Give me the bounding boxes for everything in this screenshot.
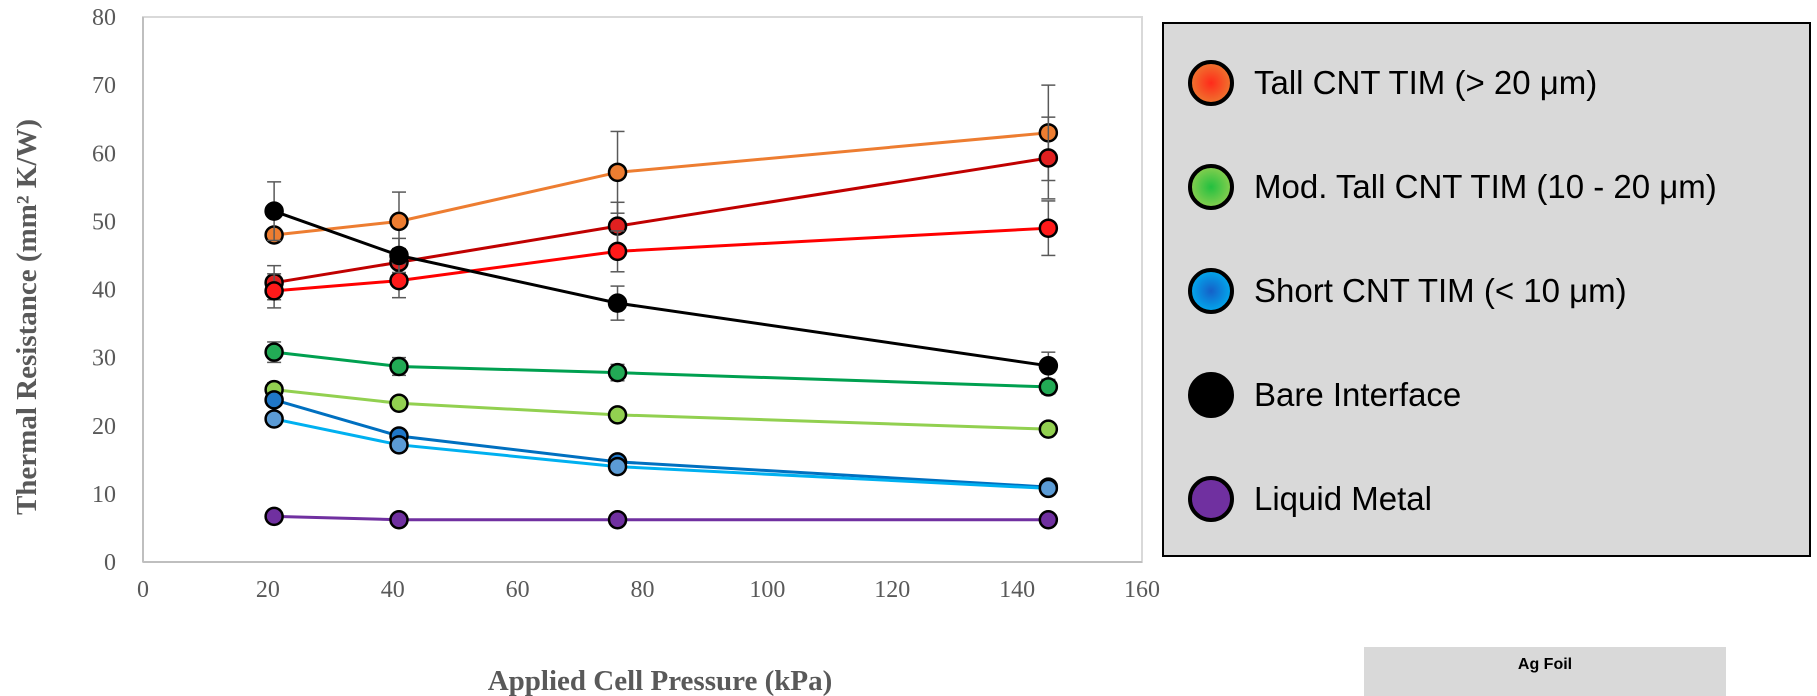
y-tick-label: 50 (92, 209, 116, 235)
ag-foil-label: Ag Foil (1517, 656, 1573, 673)
data-point (607, 162, 628, 183)
data-point (1038, 356, 1059, 376)
x-tick-label: 120 (874, 577, 910, 603)
series-2 (264, 200, 1059, 309)
purple-circle-icon (1188, 476, 1234, 522)
data-point (607, 405, 628, 425)
data-point (389, 245, 409, 266)
series-8 (264, 506, 1059, 530)
y-tick-label: 70 (92, 73, 116, 99)
series-0 (264, 84, 1059, 252)
legend-item-mod-tall-cnt: Mod. Tall CNT TIM (10 - 20 μm) (1188, 157, 1717, 217)
x-tick-label: 160 (1124, 577, 1160, 603)
series-3 (264, 181, 1059, 381)
blue-circle-icon (1188, 268, 1234, 314)
legend-item-liquid-metal: Liquid Metal (1188, 469, 1432, 529)
x-tick-label: 80 (631, 577, 655, 603)
green-circle-icon (1188, 164, 1234, 210)
x-tick-label: 100 (749, 577, 785, 603)
data-point (264, 390, 284, 410)
data-point (607, 456, 628, 477)
legend-item-short-cnt: Short CNT TIM (< 10 μm) (1188, 261, 1627, 321)
data-point (1038, 148, 1059, 168)
data-point (389, 510, 409, 530)
x-tick-label: 140 (999, 577, 1035, 603)
data-point (1038, 478, 1059, 499)
ag-foil-inset: Ag Foil (1364, 647, 1726, 696)
data-point (389, 393, 409, 414)
data-point (1038, 377, 1059, 397)
series-1 (264, 116, 1059, 301)
orange-red-circle-icon (1188, 60, 1234, 106)
y-tick-label: 10 (92, 482, 116, 508)
series-line (273, 226, 1049, 293)
data-point (389, 211, 409, 232)
legend-label: Tall CNT TIM (> 20 μm) (1254, 64, 1598, 101)
legend-item-tall-cnt: Tall CNT TIM (> 20 μm) (1188, 53, 1597, 113)
y-tick-label: 20 (92, 414, 116, 440)
data-point (264, 506, 284, 527)
series-4 (264, 341, 1059, 397)
data-point (264, 281, 284, 301)
legend-label: Mod. Tall CNT TIM (10 - 20 μm) (1254, 168, 1717, 205)
data-point (1038, 419, 1059, 439)
series-line (274, 514, 1049, 522)
legend-label: Bare Interface (1254, 376, 1462, 413)
series-line (273, 388, 1049, 431)
y-tick-label: 0 (104, 550, 116, 576)
data-point (389, 356, 409, 377)
data-point (607, 510, 628, 530)
series-line (273, 417, 1049, 490)
series-7 (264, 409, 1059, 499)
x-tick-label: 60 (506, 577, 530, 603)
x-tick-label: 20 (256, 577, 280, 603)
series-line (273, 156, 1049, 285)
data-point (1038, 510, 1059, 530)
black-circle-icon (1188, 372, 1234, 418)
data-point (389, 270, 409, 291)
legend: Tall CNT TIM (> 20 μm) Mod. Tall CNT TIM… (1162, 22, 1811, 557)
legend-label: Short CNT TIM (< 10 μm) (1254, 272, 1627, 309)
data-point (264, 342, 284, 362)
y-tick-label: 40 (92, 278, 116, 304)
data-point (607, 293, 628, 313)
x-tick-label: 0 (137, 577, 149, 603)
chart-axes: 0 20 40 60 80 100 120 140 160 0 10 20 30 40 50 60 70 80 (92, 5, 1160, 603)
data-point (607, 241, 628, 262)
line-chart: 0 20 40 60 80 100 120 140 160 0 10 20 30 40 50 60 70 80 A… (11, 5, 1160, 696)
series-line (273, 209, 1049, 368)
data-point (389, 435, 409, 455)
data-point (264, 201, 284, 221)
y-axis-label: Thermal Resistance (mm² K/W) (11, 119, 43, 515)
series-6 (264, 390, 1059, 497)
legend-label: Liquid Metal (1254, 480, 1432, 517)
series-5 (264, 379, 1059, 439)
x-tick-label: 40 (381, 577, 405, 603)
chart-series (264, 84, 1059, 530)
series-line (273, 398, 1049, 489)
series-line (273, 350, 1049, 389)
data-point (1038, 218, 1059, 238)
data-point (264, 409, 284, 429)
data-point (607, 362, 628, 383)
y-tick-label: 30 (92, 346, 116, 372)
legend-item-bare-interface: Bare Interface (1188, 365, 1461, 425)
y-tick-label: 80 (92, 5, 116, 31)
x-axis-label: Applied Cell Pressure (kPa) (488, 665, 833, 696)
y-tick-label: 60 (92, 141, 116, 167)
series-line (273, 131, 1049, 237)
